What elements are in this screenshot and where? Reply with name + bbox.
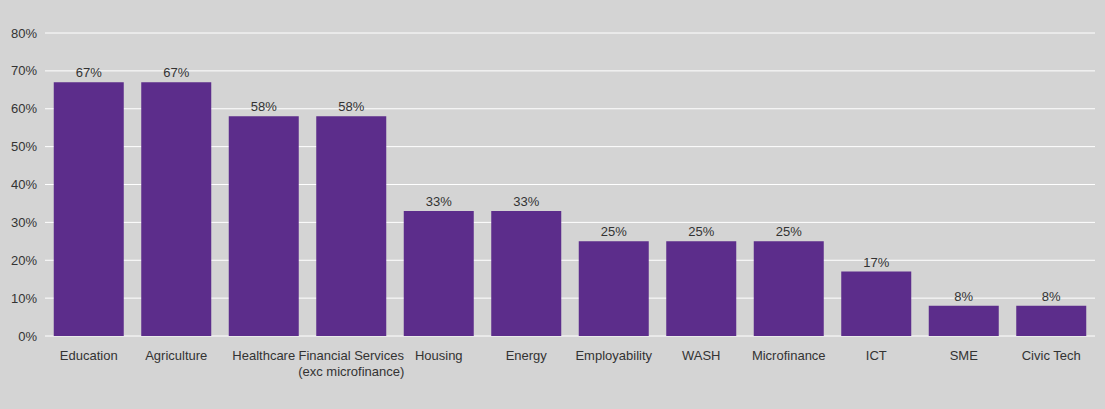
svg-text:50%: 50% — [11, 139, 37, 154]
svg-text:Microfinance: Microfinance — [752, 348, 826, 363]
svg-text:25%: 25% — [688, 224, 714, 239]
svg-text:40%: 40% — [11, 177, 37, 192]
svg-text:WASH: WASH — [682, 348, 721, 363]
svg-text:17%: 17% — [863, 255, 889, 270]
svg-text:Healthcare: Healthcare — [232, 348, 295, 363]
svg-text:Housing: Housing — [415, 348, 463, 363]
svg-text:Education: Education — [60, 348, 118, 363]
svg-text:Employability: Employability — [575, 348, 652, 363]
svg-text:25%: 25% — [601, 224, 627, 239]
svg-text:33%: 33% — [426, 194, 452, 209]
svg-text:58%: 58% — [251, 99, 277, 114]
svg-text:67%: 67% — [163, 65, 189, 80]
svg-text:60%: 60% — [11, 101, 37, 116]
svg-text:80%: 80% — [11, 26, 37, 41]
svg-text:30%: 30% — [11, 215, 37, 230]
svg-text:Agriculture: Agriculture — [145, 348, 207, 363]
svg-text:70%: 70% — [11, 63, 37, 78]
svg-text:67%: 67% — [76, 65, 102, 80]
svg-text:Civic Tech: Civic Tech — [1022, 348, 1081, 363]
svg-text:58%: 58% — [338, 99, 364, 114]
svg-text:10%: 10% — [11, 291, 37, 306]
svg-text:0%: 0% — [18, 329, 37, 344]
svg-text:ICT: ICT — [866, 348, 887, 363]
svg-text:8%: 8% — [954, 289, 973, 304]
svg-text:33%: 33% — [513, 194, 539, 209]
svg-text:8%: 8% — [1042, 289, 1061, 304]
svg-text:Financial Services(exc microfi: Financial Services(exc microfinance) — [298, 348, 404, 379]
svg-text:20%: 20% — [11, 253, 37, 268]
svg-text:SME: SME — [950, 348, 979, 363]
svg-text:25%: 25% — [776, 224, 802, 239]
svg-text:Energy: Energy — [506, 348, 548, 363]
